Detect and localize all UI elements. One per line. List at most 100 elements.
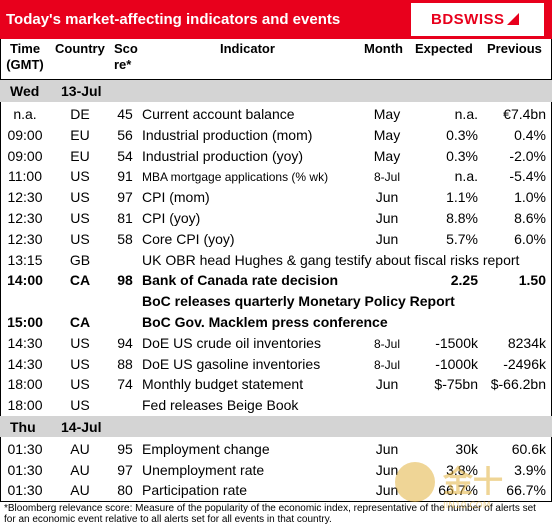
cell-previous: -2.0%	[509, 147, 546, 164]
table-row: 11:00 US 91 MBA mortgage applications (% wk…	[0, 166, 552, 186]
cell-time: 11:00	[8, 168, 42, 185]
cell-indicator: Bank of Canada rate decision	[142, 272, 339, 289]
cell-expected: 0.3%	[446, 147, 478, 164]
cell-time: 18:00	[7, 376, 43, 393]
table-row: 12:30 US 97 CPI (mom) Jun 1.1% 1.0%	[0, 187, 552, 207]
cell-expected: 66.7%	[438, 482, 478, 498]
day-label: Thu	[10, 419, 36, 435]
header-month: Month	[364, 41, 403, 56]
cell-month: Jun	[375, 210, 399, 226]
cell-country: US	[70, 355, 90, 372]
cell-country: US	[70, 334, 90, 351]
cell-score: 45	[117, 106, 133, 122]
header-score-line2: re*	[114, 57, 132, 72]
table-row: BoC releases quarterly Monetary Policy R…	[0, 291, 552, 311]
cell-previous: 1.0%	[514, 189, 546, 206]
cell-indicator: DoE US gasoline inventories	[142, 355, 321, 372]
cell-country: DE	[70, 106, 90, 122]
cell-time: 01:30	[7, 441, 43, 457]
cell-month: Jun	[375, 376, 399, 393]
brand-logo-text: BDSWISS	[431, 11, 505, 28]
cell-score: 94	[117, 334, 133, 351]
cell-time: 12:30	[7, 189, 43, 206]
table-row: 13:15 GB UK OBR head Hughes & gang testify…	[0, 250, 552, 270]
header-expected: Expected	[415, 41, 473, 56]
cell-previous: €7.4bn	[503, 106, 546, 122]
cell-indicator: BoC releases quarterly Monetary Policy R…	[142, 293, 455, 310]
cell-time: 12:30	[7, 210, 43, 226]
day-band-thu: Thu 14-Jul	[0, 416, 552, 437]
cell-month: Jun	[375, 482, 399, 498]
cell-previous: 8234k	[507, 334, 546, 351]
cell-score: 74	[117, 376, 133, 393]
footnote: *Bloomberg relevance score: Measure of t…	[4, 503, 536, 525]
cell-month: 8-Jul	[373, 170, 400, 185]
cell-indicator: Fed releases Beige Book	[142, 397, 299, 414]
cell-indicator: Industrial production (yoy)	[142, 147, 304, 164]
cell-country: US	[70, 376, 90, 393]
cell-country: AU	[70, 482, 90, 498]
cell-month: 8-Jul	[373, 357, 400, 372]
cell-expected: $-75bn	[434, 376, 478, 393]
cell-previous: 6.0%	[514, 230, 546, 247]
cell-previous: 1.50	[518, 272, 546, 289]
cell-score: 88	[117, 355, 133, 372]
cell-expected: 8.8%	[446, 210, 478, 226]
cell-country: EU	[70, 147, 90, 164]
cell-expected: 0.3%	[446, 126, 478, 143]
cell-time: 13:15	[7, 251, 43, 268]
cell-country: US	[70, 189, 90, 206]
table-row: 14:30 US 94 DoE US crude oil inventories 8-J…	[0, 333, 552, 353]
cell-time: 12:30	[7, 230, 43, 247]
cell-expected: 3.8%	[446, 461, 478, 478]
cell-country: GB	[69, 251, 91, 268]
cell-country: US	[70, 168, 90, 185]
cell-indicator: CPI (mom)	[142, 189, 210, 206]
cell-indicator: UK OBR head Hughes & gang testify about …	[142, 251, 520, 268]
logo-arrow-icon	[507, 13, 519, 25]
cell-time: 09:00	[7, 126, 43, 143]
cell-month: Jun	[375, 189, 399, 206]
cell-expected: 30k	[455, 441, 478, 457]
table-row: 12:30 US 58 Core CPI (yoy) Jun 5.7% 6.0%	[0, 229, 552, 249]
cell-score: 98	[117, 272, 133, 289]
cell-time: 14:30	[7, 355, 43, 372]
cell-previous: 8.6%	[514, 210, 546, 226]
cell-country: CA	[69, 314, 91, 330]
cell-month: Jun	[375, 230, 399, 247]
cell-country: AU	[70, 441, 90, 457]
cell-previous: 3.9%	[514, 461, 546, 478]
header-time-line2: (GMT)	[6, 57, 44, 72]
table-row: 01:30 AU 97 Unemployment rate Jun 3.8% 3.9%	[0, 460, 552, 480]
cell-indicator: Industrial production (mom)	[142, 126, 313, 143]
cell-score: 97	[117, 189, 133, 206]
cell-indicator: Core CPI (yoy)	[142, 230, 235, 247]
day-label: Wed	[10, 83, 40, 99]
cell-month: Jun	[375, 441, 399, 457]
page-title: Today's market-affecting indicators and …	[6, 11, 341, 28]
cell-expected: n.a.	[454, 168, 478, 185]
cell-previous: -5.4%	[509, 168, 546, 185]
table-row: 18:00 US Fed releases Beige Book	[0, 395, 552, 415]
cell-month: 8-Jul	[373, 336, 400, 351]
cell-score: 97	[117, 461, 133, 478]
table-row: 14:30 US 88 DoE US gasoline inventories 8-Ju…	[0, 354, 552, 374]
cell-previous: 66.7%	[506, 482, 546, 498]
cell-country: US	[70, 230, 90, 247]
table-row: 01:30 AU 80 Participation rate Jun 66.7% 66.7%	[0, 480, 552, 500]
header-previous: Previous	[487, 41, 542, 56]
cell-indicator: Current account balance	[142, 106, 295, 122]
table-row: 18:00 US 74 Monthly budget statement Jun $-75…	[0, 374, 552, 394]
cell-month: May	[373, 126, 401, 143]
day-date: 13-Jul	[61, 83, 102, 99]
header-time-line1: Time	[9, 41, 41, 56]
table-row: 01:30 AU 95 Employment change Jun 30k 60.6k	[0, 439, 552, 459]
table-row: 09:00 EU 54 Industrial production (yoy) May 0…	[0, 146, 552, 166]
header-country: Country	[55, 41, 105, 56]
table-row: 15:00 CA BoC Gov. Macklem press conference	[0, 312, 552, 332]
cell-time: 18:00	[7, 397, 43, 414]
cell-country: AU	[70, 461, 90, 478]
cell-time: n.a.	[13, 106, 37, 122]
cell-previous: -2496k	[503, 355, 546, 372]
day-band-wed: Wed 13-Jul	[0, 80, 552, 102]
